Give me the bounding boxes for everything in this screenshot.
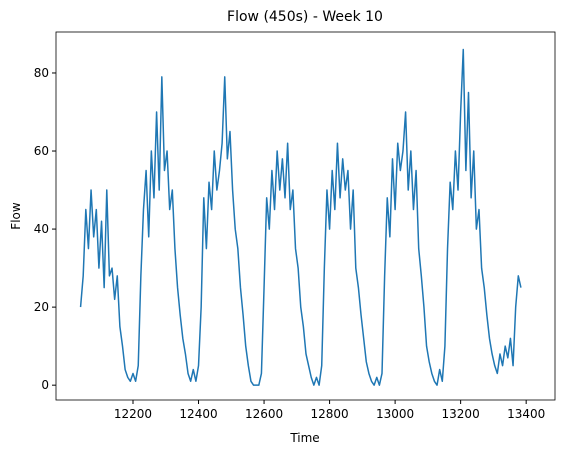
x-tick-label: 12800 (310, 407, 348, 421)
y-tick-label: 20 (34, 300, 49, 314)
data-line (79, 48, 522, 386)
x-tick-label: 12600 (245, 407, 283, 421)
x-tick-label: 13200 (442, 407, 480, 421)
y-tick-label: 60 (34, 144, 49, 158)
x-axis-label: Time (289, 431, 319, 445)
x-tick-label: 13000 (376, 407, 414, 421)
chart-title: Flow (450s) - Week 10 (227, 9, 383, 25)
plot-frame (55, 31, 556, 401)
y-tick-label: 40 (34, 222, 49, 236)
x-tick-label: 12200 (114, 407, 152, 421)
y-axis-label: Flow (9, 202, 23, 230)
x-tick-label: 12400 (179, 407, 217, 421)
y-tick-label: 80 (34, 66, 49, 80)
x-tick-label: 13400 (507, 407, 545, 421)
y-tick-label: 0 (41, 378, 49, 392)
